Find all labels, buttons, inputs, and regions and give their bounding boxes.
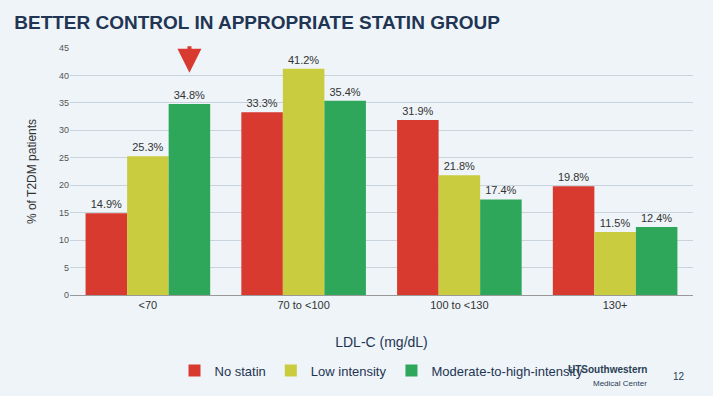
svg-text:12: 12 (673, 371, 685, 382)
svg-text:UTSouthwestern: UTSouthwestern (568, 364, 647, 375)
svg-text:25.3%: 25.3% (132, 141, 163, 153)
svg-text:Low intensity: Low intensity (311, 364, 387, 379)
svg-text:11.5%: 11.5% (600, 217, 631, 229)
svg-text:14.9%: 14.9% (91, 198, 122, 210)
svg-text:100 to <130: 100 to <130 (430, 299, 488, 311)
svg-text:5: 5 (64, 263, 69, 273)
svg-text:BETTER CONTROL IN APPROPRIATE: BETTER CONTROL IN APPROPRIATE STATIN GRO… (14, 12, 500, 33)
svg-text:20: 20 (59, 180, 69, 190)
svg-text:Medical Center: Medical Center (593, 379, 647, 388)
svg-text:35: 35 (59, 98, 69, 108)
svg-text:<70: <70 (139, 299, 158, 311)
svg-text:35.4%: 35.4% (329, 86, 360, 98)
svg-text:25: 25 (59, 153, 69, 163)
svg-text:19.8%: 19.8% (558, 171, 589, 183)
svg-text:41.2%: 41.2% (288, 54, 319, 66)
svg-text:Moderate-to-high-intensity: Moderate-to-high-intensity (431, 364, 583, 379)
svg-text:0: 0 (64, 290, 69, 300)
svg-text:30: 30 (59, 125, 69, 135)
svg-text:15: 15 (59, 208, 69, 218)
svg-text:% of T2DM patients: % of T2DM patients (25, 119, 39, 224)
svg-text:33.3%: 33.3% (246, 97, 277, 109)
svg-text:12.4%: 12.4% (641, 212, 672, 224)
svg-text:21.8%: 21.8% (444, 160, 475, 172)
svg-text:10: 10 (59, 235, 69, 245)
svg-text:40: 40 (59, 71, 69, 81)
svg-text:45: 45 (59, 43, 69, 53)
svg-text:No statin: No statin (215, 364, 266, 379)
svg-text:LDL-C (mg/dL): LDL-C (mg/dL) (335, 334, 428, 350)
svg-text:130+: 130+ (603, 299, 628, 311)
svg-text:31.9%: 31.9% (402, 105, 433, 117)
svg-text:34.8%: 34.8% (174, 89, 205, 101)
svg-text:70 to <100: 70 to <100 (277, 299, 329, 311)
svg-text:17.4%: 17.4% (485, 184, 516, 196)
